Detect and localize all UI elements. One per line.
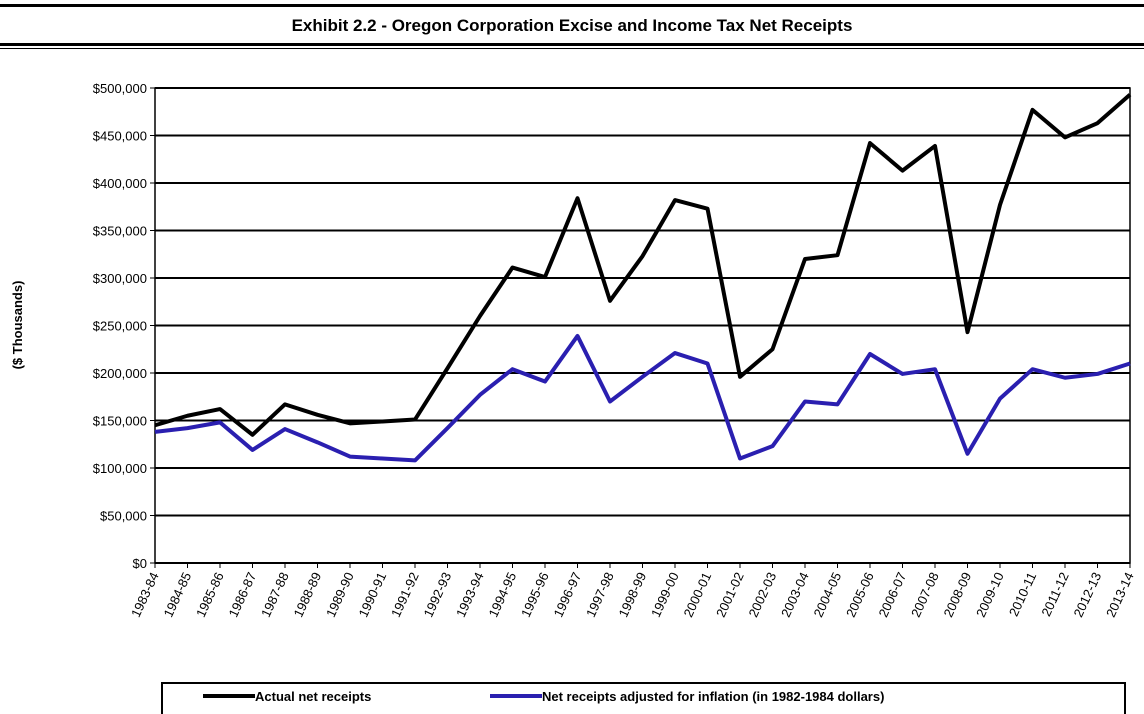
x-tick-label: 1994-95 xyxy=(485,570,519,620)
x-tick-label: 2012-13 xyxy=(1070,570,1104,620)
y-tick-label: $400,000 xyxy=(93,176,147,191)
legend-label: Actual net receipts xyxy=(255,689,371,704)
x-tick-label: 1995-96 xyxy=(518,570,552,620)
x-tick-label: 2002-03 xyxy=(745,570,779,620)
series-line xyxy=(154,93,1132,437)
x-tick-label: 2007-08 xyxy=(908,570,942,620)
top-rule xyxy=(0,4,1144,7)
y-tick-label: $0 xyxy=(133,556,147,571)
y-tick-label: $150,000 xyxy=(93,414,147,429)
x-tick-label: 1989-90 xyxy=(323,570,357,620)
y-tick-label: $350,000 xyxy=(93,224,147,239)
x-tick-label: 2003-04 xyxy=(778,570,812,620)
series-line xyxy=(154,333,1131,463)
x-tick-label: 1984-85 xyxy=(160,570,194,620)
y-tick-label: $250,000 xyxy=(93,319,147,334)
y-tick-label: $300,000 xyxy=(93,271,147,286)
title-rule-thin xyxy=(0,48,1144,49)
chart-title: Exhibit 2.2 - Oregon Corporation Excise … xyxy=(292,16,853,35)
x-tick-label: 1985-86 xyxy=(193,570,227,620)
y-tick-label: $50,000 xyxy=(100,509,147,524)
x-tick-label: 2005-06 xyxy=(843,570,877,620)
x-tick-label: 1986-87 xyxy=(225,570,259,620)
x-tick-label: 2004-05 xyxy=(810,570,844,620)
x-tick-label: 1987-88 xyxy=(258,570,292,620)
x-tick-label: 1992-93 xyxy=(420,570,454,620)
title-rule xyxy=(0,43,1144,46)
x-tick-label: 2001-02 xyxy=(713,570,747,620)
x-tick-label: 1997-98 xyxy=(583,570,617,620)
x-tick-label: 1999-00 xyxy=(648,570,682,620)
x-tick-label: 2000-01 xyxy=(680,570,714,620)
x-tick-label: 2006-07 xyxy=(875,570,909,620)
y-axis-label: ($ Thousands) xyxy=(10,281,25,370)
x-tick-label: 2009-10 xyxy=(973,570,1007,620)
x-tick-label: 1998-99 xyxy=(615,570,649,620)
y-tick-label: $500,000 xyxy=(93,81,147,96)
legend-box xyxy=(161,682,1126,714)
x-tick-label: 1990-91 xyxy=(355,570,389,620)
x-tick-label: 1991-92 xyxy=(388,570,422,620)
x-tick-label: 1996-97 xyxy=(550,570,584,620)
y-tick-label: $200,000 xyxy=(93,366,147,381)
x-tick-label: 1988-89 xyxy=(290,570,324,620)
y-tick-label: $100,000 xyxy=(93,461,147,476)
legend-label: Net receipts adjusted for inflation (in … xyxy=(542,689,884,704)
x-tick-label: 2010-11 xyxy=(1006,570,1039,619)
x-tick-label: 2013-14 xyxy=(1103,570,1137,620)
x-tick-label: 1993-94 xyxy=(453,570,487,620)
x-tick-label: 2011-12 xyxy=(1038,570,1071,619)
x-tick-label: 1983-84 xyxy=(128,570,162,620)
y-tick-label: $450,000 xyxy=(93,129,147,144)
x-tick-label: 2008-09 xyxy=(940,570,974,620)
